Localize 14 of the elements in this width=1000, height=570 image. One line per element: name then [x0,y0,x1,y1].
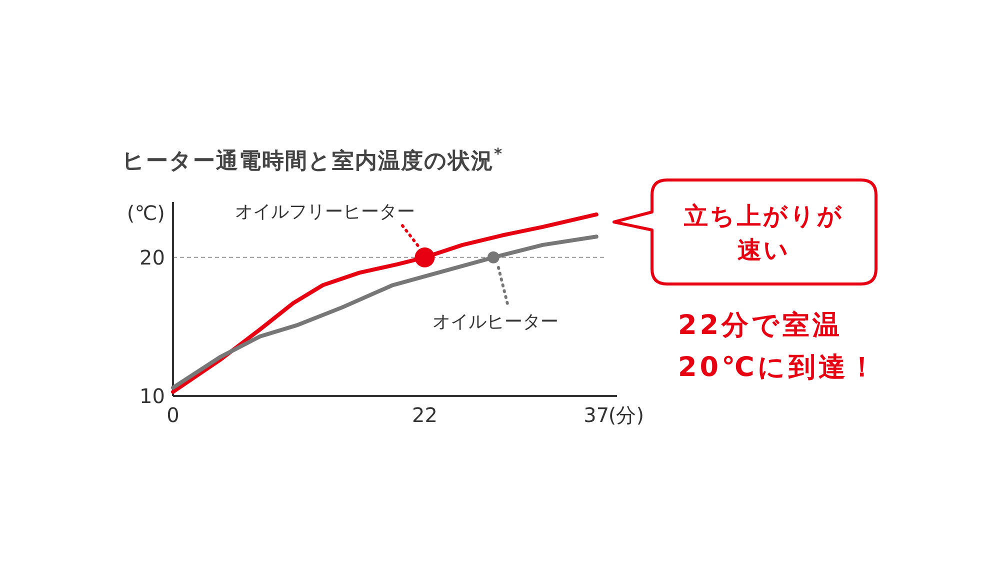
y-tick-label: 10 [140,384,165,408]
x-tick-label: 0 [166,403,180,427]
text: 20℃に到達！ [678,352,878,383]
chart-title: ヒーター通電時間と室内温度の状況$^{*}$ [122,145,504,174]
text: 立ち上がりが [683,202,844,230]
x-axis-title: (分) [608,403,644,427]
y-tick-label: 20 [140,245,165,270]
series-label: オイルフリーヒーター [234,201,415,222]
x-tick-label: 37 [584,403,610,427]
y-axis-title: (℃) [126,201,165,225]
legend-label: オイルヒーター [432,311,558,332]
x-tick-label: 22 [412,403,438,427]
text: 速い [738,236,790,264]
text: 22分で室温 [678,310,843,341]
